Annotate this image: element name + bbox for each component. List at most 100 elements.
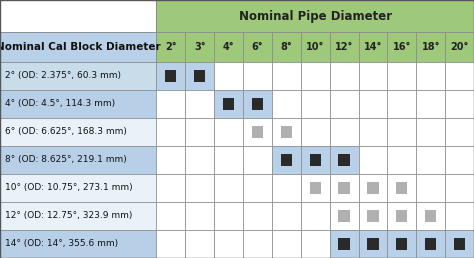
Text: 6°: 6° — [252, 42, 263, 52]
Bar — [214, 202, 243, 230]
Bar — [185, 32, 214, 62]
Bar — [214, 118, 243, 146]
Bar — [301, 32, 329, 62]
Bar — [387, 174, 416, 202]
Bar — [214, 62, 243, 90]
Bar — [156, 202, 185, 230]
Bar — [425, 210, 436, 222]
Bar — [156, 174, 185, 202]
Bar — [0, 146, 156, 174]
Bar — [416, 32, 445, 62]
Bar — [214, 230, 243, 258]
Bar — [185, 62, 214, 90]
Bar — [0, 62, 156, 90]
Bar — [0, 202, 156, 230]
Bar — [214, 174, 243, 202]
Bar — [358, 32, 387, 62]
Bar — [338, 154, 350, 166]
Bar — [185, 202, 214, 230]
Text: 4°: 4° — [223, 42, 235, 52]
Bar — [272, 32, 301, 62]
Bar — [165, 70, 176, 82]
Bar — [358, 90, 387, 118]
Bar — [387, 32, 416, 62]
Bar — [387, 90, 416, 118]
Text: 2° (OD: 2.375°, 60.3 mm): 2° (OD: 2.375°, 60.3 mm) — [5, 71, 121, 80]
Bar — [367, 182, 379, 194]
Bar — [425, 238, 436, 249]
Bar — [301, 230, 329, 258]
Bar — [272, 62, 301, 90]
Bar — [185, 174, 214, 202]
Bar — [416, 202, 445, 230]
Bar — [0, 118, 156, 146]
Bar — [301, 174, 329, 202]
Bar — [387, 202, 416, 230]
Bar — [156, 62, 185, 90]
Bar — [156, 90, 185, 118]
Bar — [416, 118, 445, 146]
Bar — [396, 238, 408, 249]
Bar — [358, 146, 387, 174]
Bar — [301, 62, 329, 90]
Bar — [445, 118, 474, 146]
Text: Nominal Pipe Diameter: Nominal Pipe Diameter — [238, 10, 392, 23]
Bar — [329, 62, 358, 90]
Bar — [358, 118, 387, 146]
Bar — [0, 174, 156, 202]
Text: 10°: 10° — [306, 42, 324, 52]
Bar — [416, 146, 445, 174]
Bar — [358, 202, 387, 230]
Bar — [223, 98, 234, 110]
Bar — [329, 118, 358, 146]
Bar — [0, 230, 156, 258]
Bar — [281, 154, 292, 166]
Bar — [156, 118, 185, 146]
Bar — [358, 62, 387, 90]
Bar — [329, 202, 358, 230]
Text: 8°: 8° — [281, 42, 292, 52]
Bar — [252, 98, 263, 110]
Bar — [243, 32, 272, 62]
Bar — [367, 210, 379, 222]
Bar — [367, 238, 379, 249]
Bar — [214, 146, 243, 174]
Bar — [416, 90, 445, 118]
Bar — [185, 230, 214, 258]
Bar — [338, 182, 350, 194]
Bar — [338, 238, 350, 249]
Bar — [416, 230, 445, 258]
Bar — [272, 118, 301, 146]
Bar — [156, 230, 185, 258]
Bar — [156, 32, 185, 62]
Text: 4° (OD: 4.5°, 114.3 mm): 4° (OD: 4.5°, 114.3 mm) — [5, 99, 115, 108]
Bar — [387, 118, 416, 146]
Bar — [396, 210, 408, 222]
Bar — [445, 90, 474, 118]
Bar — [252, 126, 263, 138]
Bar — [310, 182, 321, 194]
Bar — [194, 70, 205, 82]
Bar — [387, 62, 416, 90]
Bar — [445, 202, 474, 230]
Bar — [214, 90, 243, 118]
Bar — [243, 90, 272, 118]
Bar — [301, 90, 329, 118]
Bar — [214, 32, 243, 62]
Bar — [445, 146, 474, 174]
Bar — [243, 174, 272, 202]
Text: 2°: 2° — [165, 42, 177, 52]
Bar — [445, 230, 474, 258]
Bar — [185, 90, 214, 118]
Text: 14° (OD: 14°, 355.6 mm): 14° (OD: 14°, 355.6 mm) — [5, 239, 118, 248]
Bar — [243, 230, 272, 258]
Bar — [329, 230, 358, 258]
Bar — [387, 230, 416, 258]
Bar — [0, 32, 156, 62]
Text: 6° (OD: 6.625°, 168.3 mm): 6° (OD: 6.625°, 168.3 mm) — [5, 127, 127, 136]
Bar — [243, 62, 272, 90]
Text: 12° (OD: 12.75°, 323.9 mm): 12° (OD: 12.75°, 323.9 mm) — [5, 212, 132, 221]
Bar — [416, 62, 445, 90]
Bar — [358, 230, 387, 258]
Bar — [243, 202, 272, 230]
